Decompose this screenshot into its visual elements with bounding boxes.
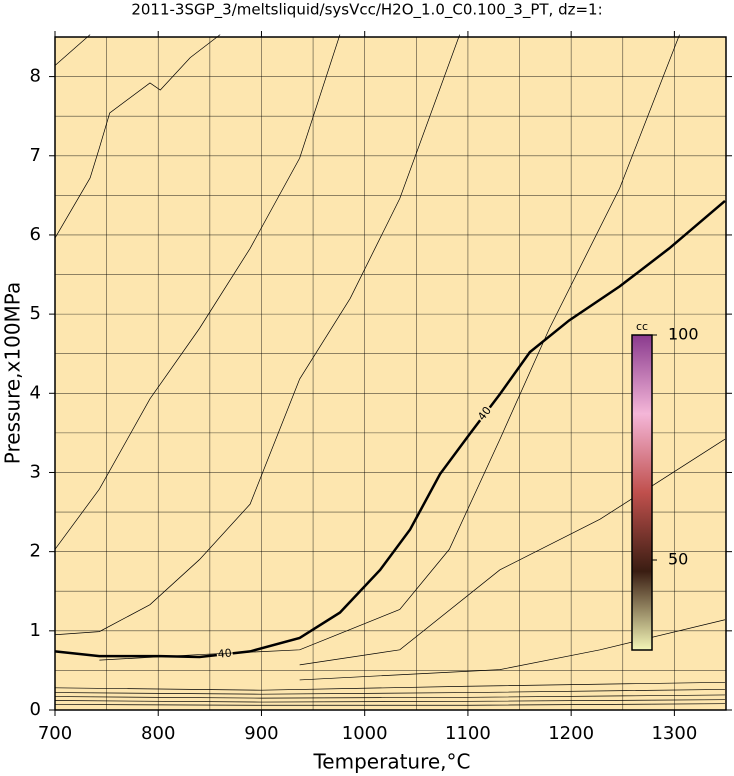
x-tick-label: 1000 [342, 723, 388, 744]
colorbar-label: cc [636, 320, 648, 333]
y-tick-label: 1 [30, 620, 41, 641]
contour-line [54, 681, 725, 691]
y-tick-label: 4 [30, 382, 41, 403]
contour-line [54, 689, 725, 695]
x-tick-label: 1200 [548, 723, 594, 744]
colorbar-tick-label: 100 [668, 325, 699, 344]
contour-line [54, 34, 221, 239]
contour-line [299, 619, 726, 681]
x-tick-label: 1100 [445, 723, 491, 744]
chart-title: 2011-3SGP_3/meltsliquid/sysVcc/H2O_1.0_C… [131, 1, 602, 20]
colorbar-tick-label: 50 [668, 550, 688, 569]
y-tick-label: 0 [30, 699, 41, 720]
y-tick-label: 5 [30, 303, 41, 324]
colorbar [631, 334, 653, 651]
y-tick-label: 3 [30, 461, 41, 482]
x-axis-label: Temperature,°C [312, 750, 470, 774]
y-tick-label: 8 [30, 66, 41, 87]
contour-line [54, 199, 726, 659]
contour-line [54, 694, 725, 699]
contour-label-bg [216, 647, 234, 662]
y-axis-label: Pressure,x100MPa [1, 282, 25, 464]
x-tick-label: 1300 [651, 723, 697, 744]
contour-line [54, 34, 341, 550]
y-tick-label: 7 [30, 145, 41, 166]
x-tick-label: 900 [244, 723, 278, 744]
x-tick-label: 800 [141, 723, 175, 744]
plot-background [55, 37, 726, 710]
contour-line [54, 703, 725, 706]
y-tick-label: 6 [30, 224, 41, 245]
contour-line [99, 34, 680, 661]
contour-line [54, 699, 725, 703]
plot-frame [54, 36, 727, 711]
y-tick-label: 2 [30, 541, 41, 562]
contour-label-bg [475, 403, 495, 424]
x-tick-label: 700 [38, 723, 72, 744]
contour-line [54, 34, 91, 66]
contour-line [54, 34, 460, 636]
